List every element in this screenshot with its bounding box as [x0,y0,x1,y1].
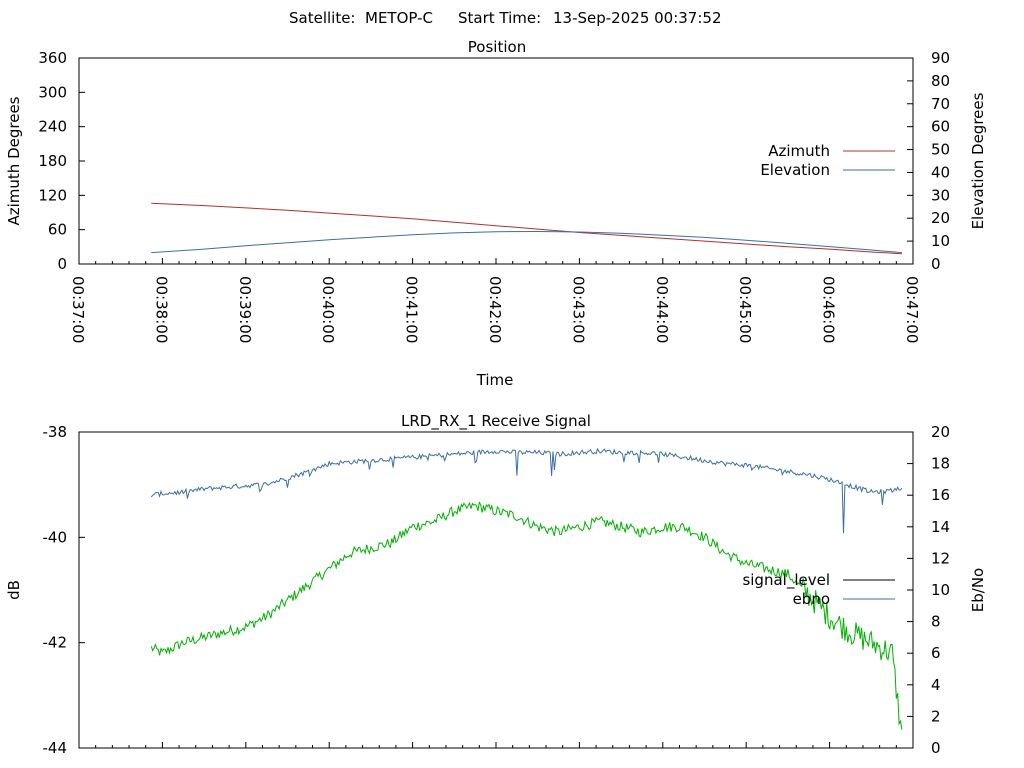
y2-tick-label: 4 [931,676,941,694]
satellite-name: METOP-C [365,9,433,27]
y2-tick-label: 12 [931,549,950,567]
y2-tick-label: 60 [931,118,950,136]
y2-tick-label: 0 [931,255,941,273]
y-tick-label: 300 [38,83,67,101]
x-tick-label: 00:38:00 [152,276,170,343]
satellite-label: Satellite: [289,9,356,27]
position-legend: Azimuth Elevation [760,142,895,179]
y2-tick-label: 0 [931,739,941,757]
y2-tick-label: 30 [931,186,950,204]
series-elevation-line [151,230,902,254]
x-tick-label: 00:40:00 [319,276,337,343]
y2-tick-label: 20 [931,209,950,227]
y2-tick-label: 14 [931,518,950,536]
start-time-label: Start Time: [458,9,541,27]
y-tick-label: -40 [43,528,68,546]
x-tick-label: 00:47:00 [903,276,921,343]
series-ebno-line [150,447,903,534]
x-tick-label: 00:42:00 [486,276,504,343]
y2-tick-label: 70 [931,95,950,113]
receive-plot-frame [78,431,914,749]
position-y2-ticks: 0 10 20 30 40 50 60 70 80 90 [907,49,950,273]
series-azimuth-line [151,202,902,255]
y2-tick-label: 80 [931,72,950,90]
y-tick-label: -38 [43,423,68,441]
x-tick-label: 00:43:00 [569,276,587,343]
y2-tick-label: 20 [931,423,950,441]
x-tick-label: 00:45:00 [736,276,754,343]
receive-y2-ticks: 0 2 4 6 8 10 12 14 16 18 20 [907,423,950,757]
y2-tick-label: 6 [931,644,941,662]
y-tick-label: -42 [43,634,68,652]
x-tick-label: 00:39:00 [236,276,254,343]
x-tick-label: 00:37:00 [69,276,87,343]
receive-series [150,447,903,730]
y2-tick-label: 16 [931,486,950,504]
position-y-ticks: 0 60 120 180 240 300 360 [38,49,85,273]
receive-y2-axis-label: Eb/No [969,568,987,612]
receive-y-axis-label: dB [5,580,23,600]
y2-tick-label: 10 [931,581,950,599]
legend-signal-level-label: signal_level [742,571,830,590]
y2-tick-label: 10 [931,232,950,250]
y2-tick-label: 18 [931,455,950,473]
x-tick-label: 00:44:00 [653,276,671,343]
position-x-axis-label: Time [476,371,514,389]
receive-x-ticks [78,742,914,748]
position-series [151,202,902,255]
position-chart: Position Azimuth Degrees Elevation Degre… [5,38,987,389]
position-title: Position [468,38,526,56]
legend-azimuth-label: Azimuth [768,142,830,160]
receive-legend: signal_level ebno [742,571,895,608]
y2-tick-label: 90 [931,49,950,67]
legend-elevation-label: Elevation [760,161,830,179]
receive-signal-chart: LRD_RX_1 Receive Signal dB Eb/No -44-42-… [5,412,987,757]
y2-tick-label: 40 [931,163,950,181]
receive-signal-title: LRD_RX_1 Receive Signal [401,412,591,431]
series-signal-level-line [150,501,903,730]
position-y-axis-label: Azimuth Degrees [5,96,23,225]
y2-tick-label: 2 [931,707,941,725]
y2-tick-label: 50 [931,141,950,159]
start-time-value: 13-Sep-2025 00:37:52 [553,9,722,27]
x-tick-label: 00:46:00 [820,276,838,343]
legend-ebno-label: ebno [793,590,830,608]
y-tick-label: 240 [38,118,67,136]
x-tick-label: 00:41:00 [403,276,421,343]
y-tick-label: -44 [43,739,68,757]
y-tick-label: 120 [38,186,67,204]
y-tick-label: 0 [57,255,67,273]
receive-y-ticks: -44 -42 -40 -38 [43,423,85,757]
position-y2-axis-label: Elevation Degrees [969,92,987,229]
y-tick-label: 60 [48,221,67,239]
position-x-ticks: 00:37:00 00:38:00 00:39:00 00:40:00 00:41:00… [69,258,921,343]
y-tick-label: 180 [38,152,67,170]
y2-tick-label: 8 [931,613,941,631]
y-tick-label: 360 [38,49,67,67]
